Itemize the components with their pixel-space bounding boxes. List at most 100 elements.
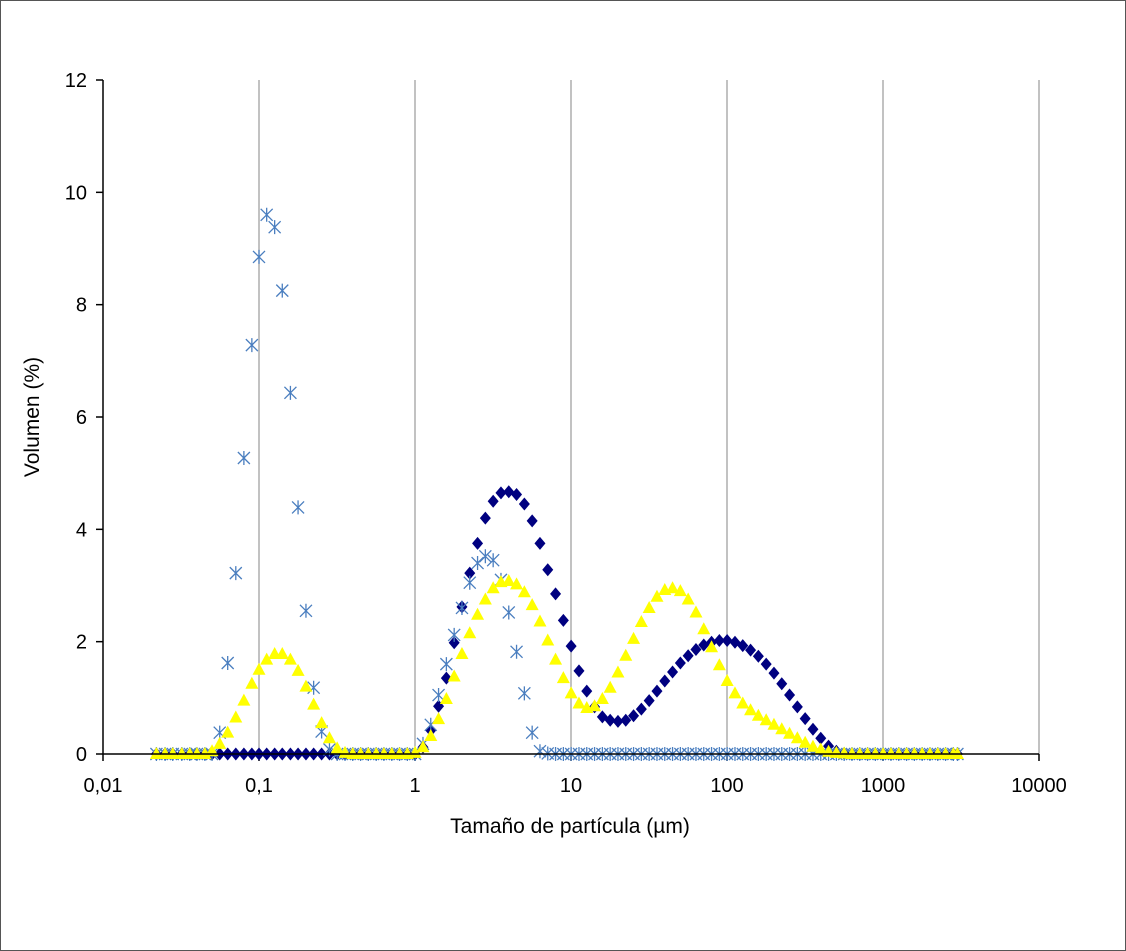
diamond-marker [581,684,593,698]
triangle-marker [471,607,485,620]
triangle-marker [681,592,695,605]
diamond-marker [713,634,725,648]
triangle-marker [525,598,539,611]
diamond-marker [674,656,686,670]
triangle-marker [260,652,274,665]
diamond-marker [721,634,733,648]
triangle-marker [275,647,289,660]
asterisk-marker [291,500,305,515]
y-tick-label: 8 [76,295,87,317]
diamond-marker [487,494,499,508]
triangle-marker [486,581,500,594]
triangle-marker [291,663,305,676]
triangle-marker [814,742,828,755]
x-axis-title: Tamaño de partícula (µm) [450,815,690,838]
diamond-marker [620,713,632,727]
y-tick-label: 2 [76,632,87,654]
y-tick-label: 6 [76,407,87,429]
triangle-marker [588,699,602,712]
triangle-marker [533,614,547,627]
asterisk-marker [307,680,321,695]
asterisk-marker [447,627,461,642]
triangle-marker [283,652,297,665]
diamond-marker [807,722,819,736]
x-tick-label: 10 [560,775,582,797]
x-tick-label: 1000 [861,775,906,797]
triangle-marker [634,615,648,628]
triangle-marker [705,640,719,653]
triangle-marker [697,622,711,635]
y-tick-label: 4 [76,519,87,541]
triangle-marker [439,691,453,704]
diamond-marker [534,536,546,550]
y-tick-label: 12 [65,70,87,92]
triangle-marker [783,726,797,739]
triangle-marker [166,747,180,759]
triangle-marker [689,605,703,618]
diamond-marker [784,688,796,702]
triangle-marker [603,680,617,693]
diamond-marker [799,712,811,726]
triangle-marker [478,592,492,605]
triangle-marker [245,676,259,689]
triangle-marker [759,713,773,726]
diamond-marker [682,649,694,663]
triangle-marker [541,633,555,646]
triangle-marker [712,658,726,671]
triangle-marker [237,693,251,706]
diamond-marker [511,488,523,502]
asterisk-marker [252,249,266,264]
triangle-marker [950,747,964,759]
diamond-marker [690,643,702,657]
triangle-marker [447,669,461,682]
diamond-marker [651,684,663,698]
diamond-marker [604,713,616,727]
asterisk-marker [299,603,313,618]
diamond-marker [464,566,476,580]
triangle-marker [252,662,266,675]
triangle-marker [455,647,469,660]
gridlines [258,80,1040,754]
triangle-marker [720,673,734,686]
triangle-marker [549,652,563,665]
asterisk-marker [486,553,500,568]
triangle-marker [408,745,422,758]
diamond-marker [542,563,554,577]
triangle-marker [213,736,227,749]
x-tick-label: 100 [710,775,743,797]
triangle-marker [767,717,781,730]
triangle-marker [330,741,344,754]
triangle-marker [564,686,578,699]
diamond-marker [518,497,530,511]
asterisk-marker [260,207,274,222]
triangle-marker [736,696,750,709]
triangle-marker [619,648,633,661]
diamond-marker [667,665,679,679]
diamond-marker [745,643,757,657]
asterisk-marker [221,656,235,671]
triangle-marker [744,703,758,716]
triangle-marker [338,745,352,758]
triangle-marker [666,581,680,594]
diamond-marker [659,674,671,688]
triangle-marker [149,747,163,759]
tick-labels: 0 2 4 6 8 10 12 0,01 0,1 1 10 100 1000 10000 [65,70,1067,797]
asterisk-marker [478,549,492,564]
asterisk-marker [502,605,516,620]
triangle-marker [299,679,313,692]
diamond-marker [776,677,788,691]
diamond-marker [635,702,647,716]
triangle-marker [463,626,477,639]
triangle-marker [416,740,430,753]
diamond-marker [643,694,655,708]
diamond-marker [815,731,827,745]
axes [96,79,1040,761]
triangle-marker [790,731,804,744]
asterisk-marker [237,451,251,466]
diamond-marker [752,649,764,663]
triangle-marker [502,574,516,587]
triangle-marker [572,696,586,709]
y-tick-label: 0 [76,744,87,766]
